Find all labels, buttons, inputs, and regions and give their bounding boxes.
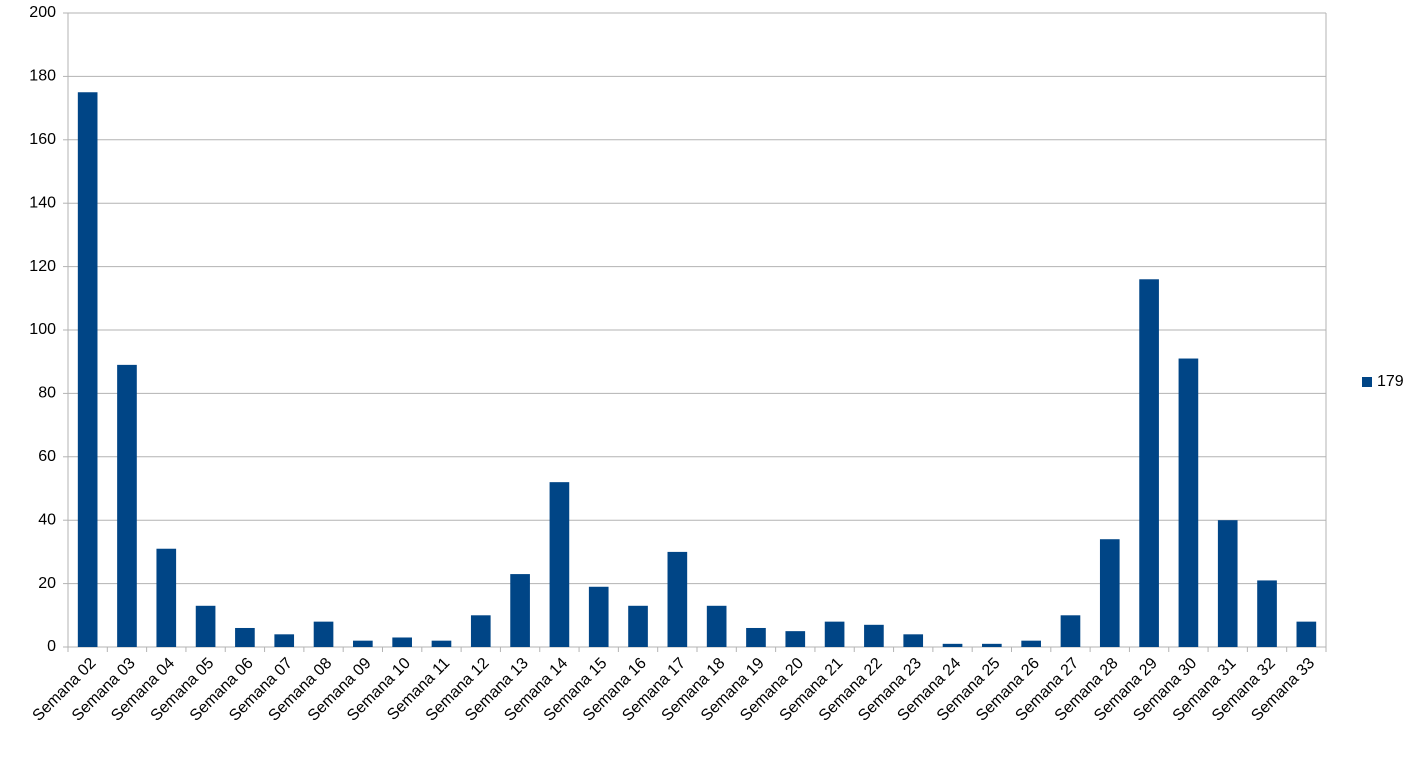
- bar: [1257, 580, 1277, 647]
- bar: [706, 605, 727, 647]
- bar: [588, 586, 609, 647]
- bar: [470, 615, 491, 647]
- bar: [549, 482, 570, 647]
- y-tick-label: 160: [29, 131, 56, 148]
- y-tick-label: 100: [29, 321, 56, 338]
- bar: [824, 621, 845, 647]
- bar: [1021, 640, 1041, 647]
- bar: [1099, 539, 1120, 647]
- bar: [903, 634, 924, 647]
- y-tick-label: 120: [29, 258, 56, 275]
- bar: [431, 640, 452, 647]
- bar: [353, 640, 373, 647]
- y-tick-label: 200: [29, 4, 56, 21]
- bar: [235, 627, 255, 647]
- bar: [77, 92, 98, 647]
- bar: [942, 643, 963, 647]
- bar: [864, 624, 884, 647]
- bar: [746, 627, 766, 647]
- bar: [313, 621, 334, 647]
- legend-label: 179: [1377, 373, 1404, 390]
- bar: [392, 637, 412, 647]
- bar: [1060, 615, 1081, 647]
- bar: [195, 605, 216, 647]
- bar: [1139, 279, 1159, 647]
- bar: [982, 643, 1002, 647]
- y-tick-label: 80: [38, 385, 56, 402]
- bar: [1178, 358, 1199, 647]
- bar: [117, 364, 137, 647]
- y-tick-label: 40: [38, 511, 56, 528]
- bar: [628, 605, 648, 647]
- y-tick-label: 60: [38, 448, 56, 465]
- y-tick-label: 180: [29, 68, 56, 85]
- y-tick-label: 140: [29, 194, 56, 211]
- y-tick-label: 20: [38, 575, 56, 592]
- bar: [1296, 621, 1317, 647]
- bar: [510, 574, 530, 647]
- bar: [785, 631, 806, 647]
- y-tick-label: 0: [47, 638, 56, 655]
- bar: [156, 548, 177, 647]
- bar: [667, 551, 688, 647]
- bar: [1217, 520, 1238, 647]
- legend-swatch: [1362, 377, 1372, 387]
- bar: [274, 634, 295, 647]
